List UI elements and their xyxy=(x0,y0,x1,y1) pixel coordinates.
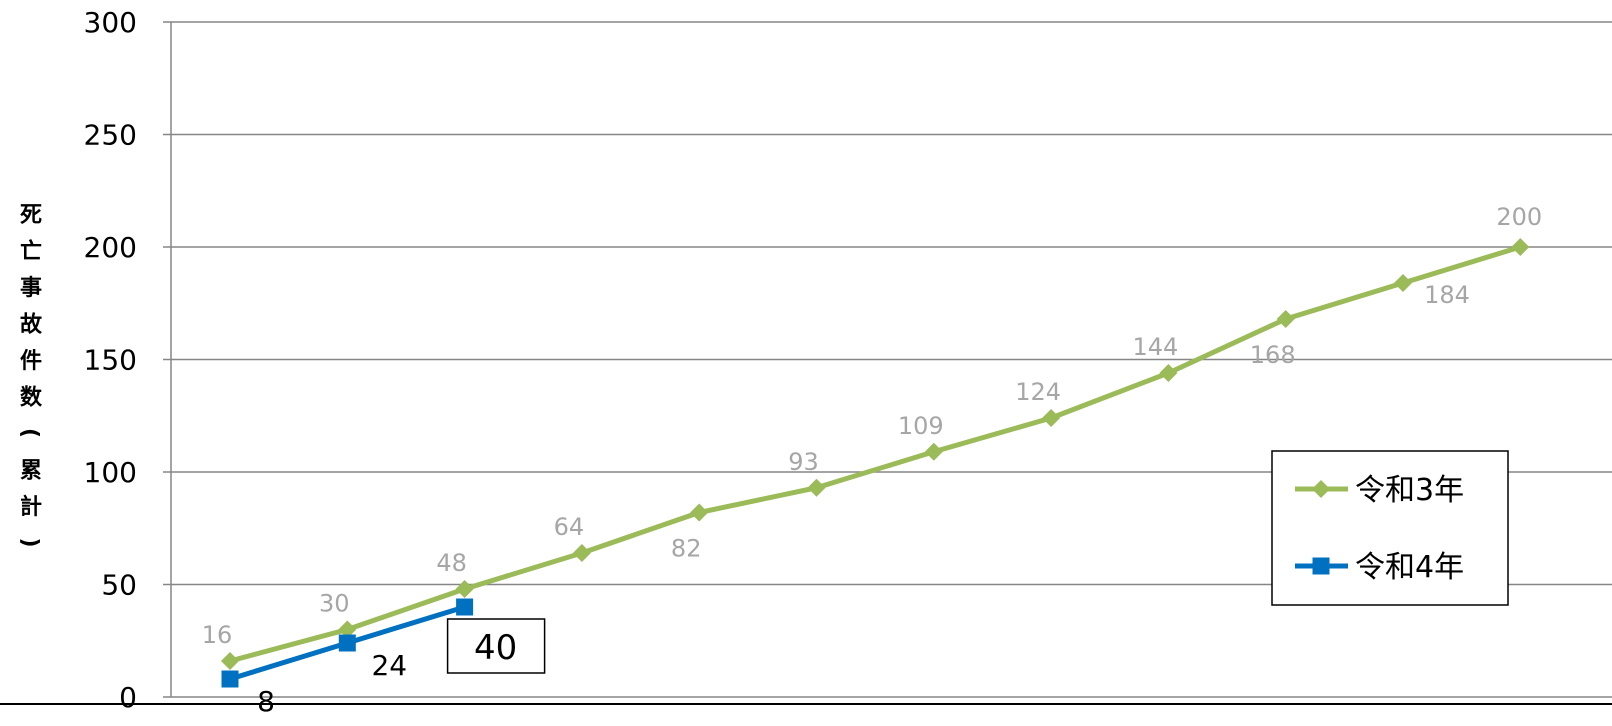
series-a-point xyxy=(690,503,709,522)
series-a-data-label: 82 xyxy=(671,535,702,563)
series-a-data-label: 144 xyxy=(1132,333,1178,361)
series-b-point xyxy=(1312,557,1330,575)
series-a-point xyxy=(572,544,591,562)
series-b-data-label: 24 xyxy=(371,649,407,682)
y-axis-label-char: 死 xyxy=(20,203,42,228)
series-a-point xyxy=(1276,310,1295,328)
series-a-line xyxy=(229,244,1522,664)
series-a-data-label: 64 xyxy=(554,513,585,541)
y-tick-label: 0 xyxy=(119,681,137,714)
y-tick-label: 150 xyxy=(84,344,137,377)
y-axis-label-char: 故 xyxy=(20,312,43,338)
y-axis-label-char: ( xyxy=(17,428,42,438)
series-a-data-label: 16 xyxy=(202,621,233,649)
data-labels: 16 30 48 64 82 93 109 124 144 168 184 200 8 24 40 xyxy=(202,203,1542,718)
series-b-callout-box xyxy=(446,618,546,674)
legend-entry-label: 令和4年 xyxy=(1355,550,1464,585)
series-a-data-label: 30 xyxy=(319,590,350,618)
y-tick-label: 250 xyxy=(84,119,137,152)
y-axis-label-char: 計 xyxy=(20,494,42,520)
y-tick-label: 50 xyxy=(101,569,137,602)
legend-entry-label: 令和3年 xyxy=(1355,473,1464,508)
y-axis-ticks: 0 50 100 150 200 250 300 xyxy=(84,6,137,714)
series-a-point xyxy=(1312,480,1330,498)
series-a-point xyxy=(807,478,826,497)
legend-box xyxy=(1271,450,1509,606)
series-a-data-label: 200 xyxy=(1496,203,1542,231)
series-a-point xyxy=(1042,409,1061,427)
gridlines xyxy=(0,21,1612,705)
y-axis-label-char: 件 xyxy=(20,349,42,374)
series-a-data-label: 168 xyxy=(1250,341,1296,369)
series-a-point xyxy=(1159,364,1178,382)
series-b-point xyxy=(338,634,356,652)
y-tick-label: 100 xyxy=(84,456,137,489)
y-axis-label-char: 事 xyxy=(20,275,42,301)
series-a-point xyxy=(924,442,943,461)
y-axis-label-char: 亡 xyxy=(20,239,42,265)
series-b-data-label: 8 xyxy=(257,685,275,718)
y-axis-label-char: 累 xyxy=(20,459,42,484)
series-a-point xyxy=(1394,274,1412,292)
series-a-data-label: 48 xyxy=(436,549,467,577)
series-a-point xyxy=(338,620,357,639)
series-a-data-label: 109 xyxy=(898,412,944,440)
series-a-data-label: 124 xyxy=(1015,378,1061,406)
y-axis-label-char: 数 xyxy=(20,385,43,411)
y-tick-label: 300 xyxy=(84,6,137,39)
y-axis-label-char: ) xyxy=(17,537,42,547)
series-b-point xyxy=(221,670,239,688)
series-a-point xyxy=(455,580,474,598)
series-b-data-label: 40 xyxy=(474,628,517,668)
series-a-data-label: 184 xyxy=(1424,281,1470,309)
series-b-point xyxy=(456,598,474,616)
series-a-point xyxy=(1511,238,1530,256)
series-a-point xyxy=(221,652,239,670)
series-layer xyxy=(221,238,1530,688)
series-a-data-label: 93 xyxy=(788,448,819,476)
y-tick-label: 200 xyxy=(84,231,137,264)
